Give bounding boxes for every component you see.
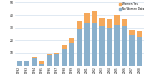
Bar [92, 11, 97, 23]
Bar [114, 25, 120, 66]
Bar [24, 61, 29, 66]
Bar [69, 38, 75, 43]
Bar [129, 30, 135, 35]
Legend: Women Yes, No Women Data: Women Yes, No Women Data [119, 2, 144, 11]
Bar [137, 37, 142, 66]
Bar [99, 18, 105, 26]
Bar [62, 49, 67, 66]
Bar [92, 23, 97, 66]
Bar [77, 29, 82, 66]
Bar [122, 26, 127, 66]
Bar [107, 28, 112, 66]
Bar [32, 58, 37, 66]
Bar [114, 15, 120, 25]
Bar [47, 54, 52, 56]
Bar [122, 19, 127, 26]
Bar [39, 64, 44, 66]
Bar [99, 26, 105, 66]
Bar [77, 21, 82, 29]
Bar [39, 61, 44, 64]
Bar [69, 43, 75, 66]
Bar [137, 31, 142, 37]
Bar [17, 61, 22, 66]
Bar [54, 53, 59, 54]
Bar [54, 54, 59, 66]
Bar [84, 12, 90, 23]
Bar [129, 35, 135, 66]
Bar [47, 56, 52, 66]
Bar [107, 19, 112, 28]
Bar [32, 57, 37, 58]
Bar [62, 45, 67, 49]
Bar [84, 23, 90, 66]
